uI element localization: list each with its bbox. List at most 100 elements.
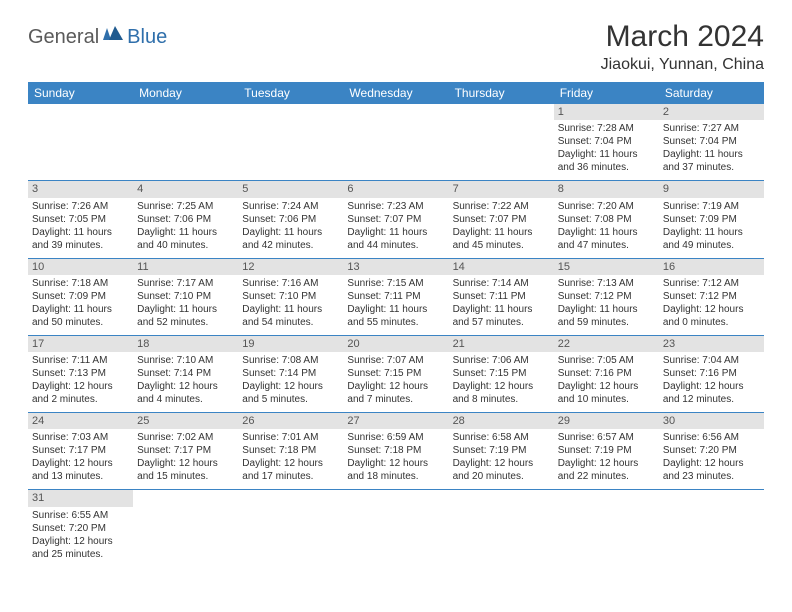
day-sunset: Sunset: 7:16 PM xyxy=(663,367,760,380)
day-sunset: Sunset: 7:07 PM xyxy=(453,213,550,226)
day-number: 31 xyxy=(28,490,133,506)
day-sunset: Sunset: 7:20 PM xyxy=(663,444,760,457)
calendar-week-row: 3Sunrise: 7:26 AMSunset: 7:05 PMDaylight… xyxy=(28,181,764,258)
logo-text-blue: Blue xyxy=(127,26,167,49)
calendar-day-cell: 30Sunrise: 6:56 AMSunset: 7:20 PMDayligh… xyxy=(659,413,764,490)
day-day1: Daylight: 12 hours xyxy=(32,457,129,470)
day-number: 3 xyxy=(28,181,133,197)
day-day1: Daylight: 12 hours xyxy=(663,303,760,316)
day-sunset: Sunset: 7:04 PM xyxy=(558,135,655,148)
day-number: 14 xyxy=(449,259,554,275)
day-number: 1 xyxy=(554,104,659,120)
day-day1: Daylight: 11 hours xyxy=(32,226,129,239)
day-day2: and 44 minutes. xyxy=(347,239,444,252)
day-day2: and 39 minutes. xyxy=(32,239,129,252)
day-number: 13 xyxy=(343,259,448,275)
calendar-day-cell: 20Sunrise: 7:07 AMSunset: 7:15 PMDayligh… xyxy=(343,335,448,412)
calendar-empty-cell xyxy=(238,490,343,567)
day-sunset: Sunset: 7:11 PM xyxy=(453,290,550,303)
day-day2: and 8 minutes. xyxy=(453,393,550,406)
calendar-day-cell: 28Sunrise: 6:58 AMSunset: 7:19 PMDayligh… xyxy=(449,413,554,490)
day-number: 29 xyxy=(554,413,659,429)
day-sunset: Sunset: 7:15 PM xyxy=(453,367,550,380)
day-day2: and 7 minutes. xyxy=(347,393,444,406)
day-sunset: Sunset: 7:04 PM xyxy=(663,135,760,148)
calendar-day-cell: 5Sunrise: 7:24 AMSunset: 7:06 PMDaylight… xyxy=(238,181,343,258)
day-day1: Daylight: 12 hours xyxy=(453,380,550,393)
day-sunrise: Sunrise: 6:59 AM xyxy=(347,431,444,444)
day-number: 17 xyxy=(28,336,133,352)
day-sunset: Sunset: 7:09 PM xyxy=(663,213,760,226)
day-day1: Daylight: 12 hours xyxy=(347,457,444,470)
day-day1: Daylight: 11 hours xyxy=(663,148,760,161)
calendar-day-cell: 27Sunrise: 6:59 AMSunset: 7:18 PMDayligh… xyxy=(343,413,448,490)
calendar-day-cell: 11Sunrise: 7:17 AMSunset: 7:10 PMDayligh… xyxy=(133,258,238,335)
calendar-empty-cell xyxy=(28,104,133,181)
day-day1: Daylight: 11 hours xyxy=(137,226,234,239)
day-day1: Daylight: 11 hours xyxy=(558,303,655,316)
day-sunset: Sunset: 7:06 PM xyxy=(242,213,339,226)
day-number: 21 xyxy=(449,336,554,352)
day-number: 9 xyxy=(659,181,764,197)
day-sunrise: Sunrise: 6:58 AM xyxy=(453,431,550,444)
calendar-empty-cell xyxy=(554,490,659,567)
weekday-header: Sunday xyxy=(28,82,133,104)
day-sunset: Sunset: 7:11 PM xyxy=(347,290,444,303)
weekday-header: Saturday xyxy=(659,82,764,104)
day-number: 24 xyxy=(28,413,133,429)
day-sunrise: Sunrise: 7:07 AM xyxy=(347,354,444,367)
calendar-empty-cell xyxy=(659,490,764,567)
header: General Blue March 2024 Jiaokui, Yunnan,… xyxy=(28,20,764,74)
day-sunrise: Sunrise: 7:10 AM xyxy=(137,354,234,367)
day-sunrise: Sunrise: 7:25 AM xyxy=(137,200,234,213)
calendar-day-cell: 19Sunrise: 7:08 AMSunset: 7:14 PMDayligh… xyxy=(238,335,343,412)
weekday-header: Friday xyxy=(554,82,659,104)
month-title: March 2024 xyxy=(601,20,764,54)
day-sunrise: Sunrise: 6:57 AM xyxy=(558,431,655,444)
flag-icon xyxy=(103,26,123,49)
day-day2: and 59 minutes. xyxy=(558,316,655,329)
day-sunset: Sunset: 7:12 PM xyxy=(558,290,655,303)
day-number: 15 xyxy=(554,259,659,275)
day-day2: and 25 minutes. xyxy=(32,548,129,561)
day-day1: Daylight: 11 hours xyxy=(453,303,550,316)
day-sunset: Sunset: 7:14 PM xyxy=(137,367,234,380)
day-number: 2 xyxy=(659,104,764,120)
day-sunset: Sunset: 7:19 PM xyxy=(558,444,655,457)
title-block: March 2024 Jiaokui, Yunnan, China xyxy=(601,20,764,74)
day-number: 16 xyxy=(659,259,764,275)
calendar-day-cell: 13Sunrise: 7:15 AMSunset: 7:11 PMDayligh… xyxy=(343,258,448,335)
day-day2: and 55 minutes. xyxy=(347,316,444,329)
calendar-day-cell: 18Sunrise: 7:10 AMSunset: 7:14 PMDayligh… xyxy=(133,335,238,412)
day-sunrise: Sunrise: 7:13 AM xyxy=(558,277,655,290)
day-sunset: Sunset: 7:20 PM xyxy=(32,522,129,535)
day-sunrise: Sunrise: 7:03 AM xyxy=(32,431,129,444)
calendar-day-cell: 15 Sunrise: 7:13 AMSunset: 7:12 PMDayligh… xyxy=(554,258,659,335)
day-sunrise: Sunrise: 6:55 AM xyxy=(32,509,129,522)
weekday-header-row: SundayMondayTuesdayWednesdayThursdayFrid… xyxy=(28,82,764,104)
calendar-day-cell: 6Sunrise: 7:23 AMSunset: 7:07 PMDaylight… xyxy=(343,181,448,258)
day-day2: and 4 minutes. xyxy=(137,393,234,406)
day-number: 4 xyxy=(133,181,238,197)
day-number: 20 xyxy=(343,336,448,352)
day-day2: and 15 minutes. xyxy=(137,470,234,483)
calendar-table: SundayMondayTuesdayWednesdayThursdayFrid… xyxy=(28,82,764,567)
day-day2: and 50 minutes. xyxy=(32,316,129,329)
day-day1: Daylight: 12 hours xyxy=(663,457,760,470)
calendar-day-cell: 21Sunrise: 7:06 AMSunset: 7:15 PMDayligh… xyxy=(449,335,554,412)
day-sunset: Sunset: 7:10 PM xyxy=(137,290,234,303)
calendar-day-cell: 4Sunrise: 7:25 AMSunset: 7:06 PMDaylight… xyxy=(133,181,238,258)
day-day2: and 49 minutes. xyxy=(663,239,760,252)
calendar-day-cell: 25Sunrise: 7:02 AMSunset: 7:17 PMDayligh… xyxy=(133,413,238,490)
calendar-day-cell: 9Sunrise: 7:19 AMSunset: 7:09 PMDaylight… xyxy=(659,181,764,258)
day-number: 26 xyxy=(238,413,343,429)
day-sunset: Sunset: 7:09 PM xyxy=(32,290,129,303)
day-day2: and 52 minutes. xyxy=(137,316,234,329)
day-sunset: Sunset: 7:15 PM xyxy=(347,367,444,380)
calendar-day-cell: 7Sunrise: 7:22 AMSunset: 7:07 PMDaylight… xyxy=(449,181,554,258)
day-number: 25 xyxy=(133,413,238,429)
weekday-header: Tuesday xyxy=(238,82,343,104)
calendar-day-cell: 1Sunrise: 7:28 AMSunset: 7:04 PMDaylight… xyxy=(554,104,659,181)
day-day1: Daylight: 12 hours xyxy=(32,380,129,393)
day-sunrise: Sunrise: 7:18 AM xyxy=(32,277,129,290)
